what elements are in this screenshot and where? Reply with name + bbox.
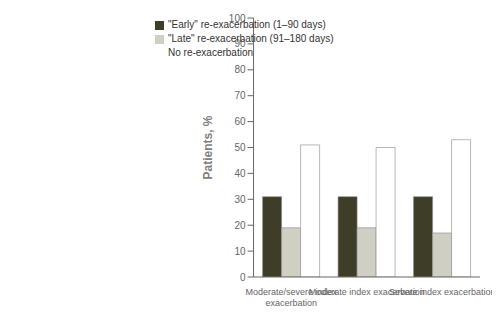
svg-text:10: 10: [234, 246, 246, 257]
svg-text:80: 80: [234, 64, 246, 75]
svg-text:0: 0: [240, 272, 246, 283]
svg-text:70: 70: [234, 90, 246, 101]
svg-text:20: 20: [234, 220, 246, 231]
svg-text:90: 90: [234, 38, 246, 49]
svg-text:Patients, %: Patients, %: [201, 115, 215, 179]
svg-text:30: 30: [234, 194, 246, 205]
svg-text:60: 60: [234, 116, 246, 127]
svg-text:50: 50: [234, 142, 246, 153]
svg-text:40: 40: [234, 168, 246, 179]
svg-text:Severe index exacerbation: Severe index exacerbation: [389, 287, 492, 297]
svg-text:100: 100: [229, 13, 246, 24]
